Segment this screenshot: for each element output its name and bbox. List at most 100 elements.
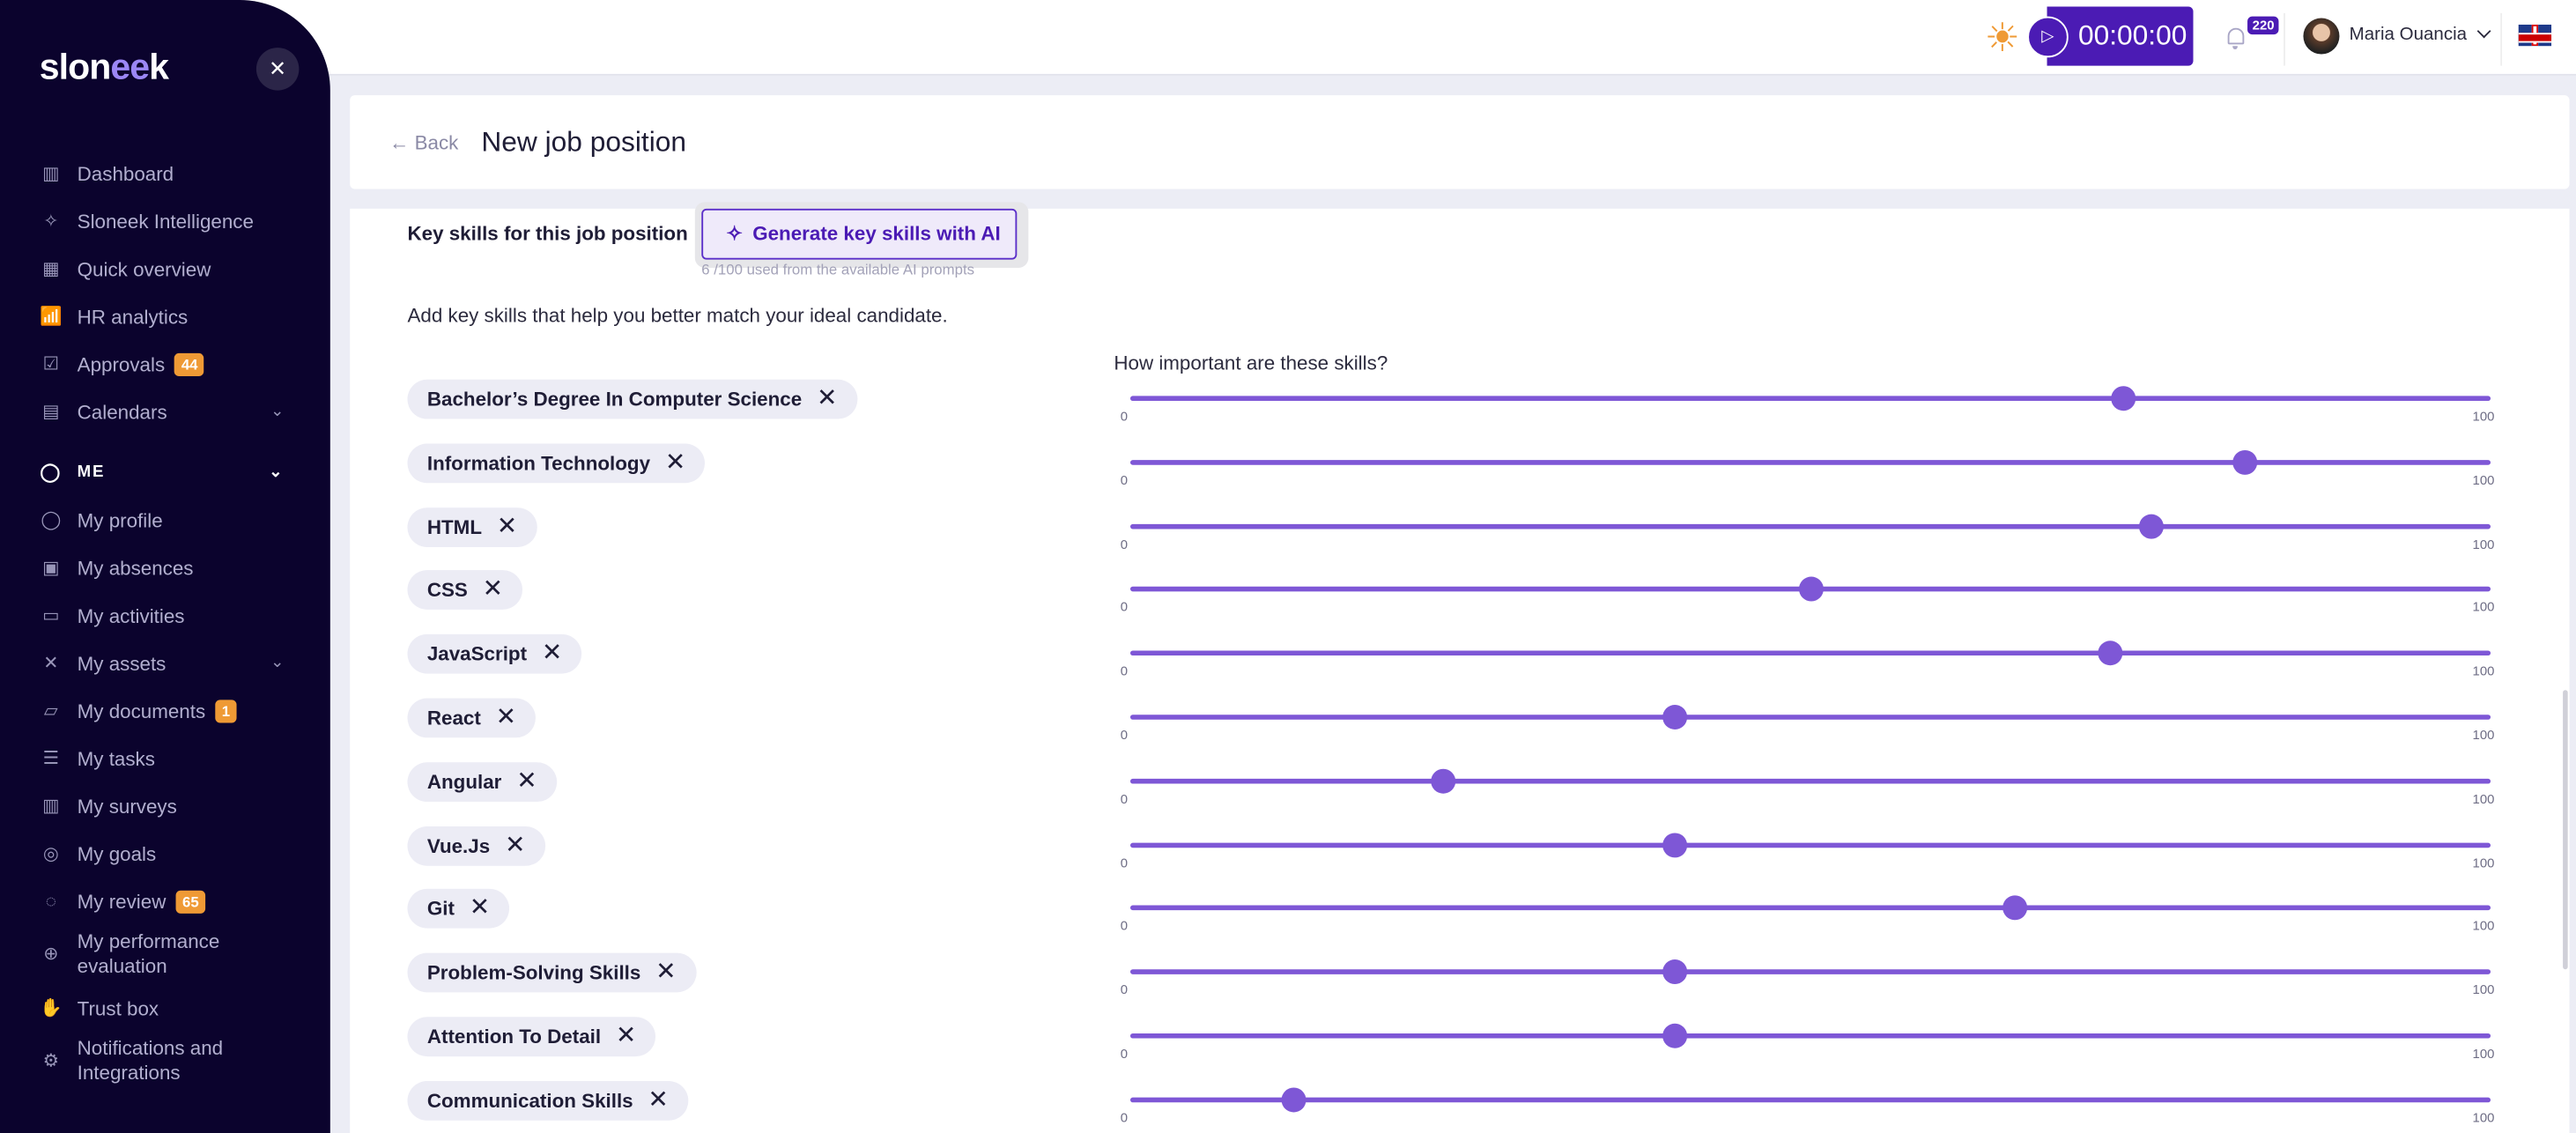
sidebar-item-notifications-and-integrations[interactable]: ⚙ Notifications and Integrations <box>0 1032 330 1091</box>
slider-min: 0 <box>1120 1046 1129 1062</box>
slider-min: 0 <box>1120 791 1129 807</box>
sidebar-item-my-review[interactable]: ◌ My review 65 <box>0 878 330 925</box>
slider-thumb[interactable] <box>1662 1023 1687 1048</box>
generate-skills-button[interactable]: ✧ Generate key skills with AI <box>701 208 1018 260</box>
close-icon[interactable]: ✕ <box>482 575 504 604</box>
play-icon[interactable]: ▷ <box>2027 16 2069 58</box>
slider-thumb[interactable] <box>1431 768 1456 794</box>
close-icon[interactable]: ✕ <box>255 48 300 91</box>
sidebar-item-my-profile[interactable]: ◯ My profile <box>0 496 330 544</box>
page-header: ← Back New job position <box>350 95 2570 189</box>
skill-name: Communication Skills <box>426 1088 633 1113</box>
chevron-down-icon[interactable]: ⌄ <box>269 463 285 482</box>
sidebar-nav: ▥ Dashboard ✧ Sloneek Intelligence ▦ Quick ov… <box>0 150 330 1092</box>
sidebar-item-hr-analytics[interactable]: 📶 HR analytics <box>0 293 330 340</box>
slider-thumb[interactable] <box>2233 449 2259 475</box>
checklist-icon: ☰ <box>42 749 60 769</box>
slider-min: 0 <box>1120 919 1129 934</box>
close-icon[interactable]: ✕ <box>816 384 838 413</box>
close-icon[interactable]: ✕ <box>516 766 537 796</box>
sidebar-item-calendars[interactable]: ▤ Calendars ⌄ <box>0 388 330 435</box>
clipboard-check-icon: ☑ <box>42 354 60 375</box>
close-icon[interactable]: ✕ <box>541 639 563 668</box>
importance-slider[interactable] <box>1129 896 2491 922</box>
slider-thumb[interactable] <box>2097 641 2122 666</box>
slider-thumb[interactable] <box>2002 896 2027 922</box>
slider-max: 100 <box>2472 1110 2495 1126</box>
importance-slider[interactable] <box>1129 386 2491 411</box>
sidebar-item-my-activities[interactable]: ▭ My activities <box>0 591 330 639</box>
close-icon[interactable]: ✕ <box>648 1085 669 1114</box>
close-icon[interactable]: ✕ <box>615 1021 637 1050</box>
slider-thumb[interactable] <box>1281 1087 1307 1113</box>
close-icon[interactable]: ✕ <box>495 703 517 731</box>
importance-slider[interactable] <box>1129 1023 2491 1048</box>
importance-slider[interactable] <box>1129 959 2491 985</box>
close-icon[interactable]: ✕ <box>655 958 677 987</box>
sidebar-item-trust-box[interactable]: ✋ Trust box <box>0 984 330 1032</box>
back-button[interactable]: ← Back <box>389 131 459 155</box>
skill-row: CSS ✕ 0 100 <box>350 570 2569 635</box>
slider-max: 100 <box>2472 855 2495 870</box>
ai-usage-text: 6 /100 used from the available AI prompt… <box>701 261 975 278</box>
slider-thumb[interactable] <box>2111 386 2136 411</box>
sidebar-item-my-performance-evaluation[interactable]: ⊕ My performance evaluation <box>0 925 330 984</box>
sidebar-item-my-goals[interactable]: ◎ My goals <box>0 830 330 878</box>
count-badge: 44 <box>174 352 204 376</box>
skill-chip: Attention To Detail ✕ <box>407 1017 656 1057</box>
slider-thumb[interactable] <box>2138 513 2164 538</box>
skill-row: Communication Skills ✕ 0 100 <box>350 1080 2569 1133</box>
folder-icon: ▱ <box>43 701 58 722</box>
close-icon[interactable]: ✕ <box>496 512 518 540</box>
avatar[interactable] <box>2303 18 2340 55</box>
sidebar-item-sloneek-intelligence[interactable]: ✧ Sloneek Intelligence <box>0 197 330 245</box>
slider-thumb[interactable] <box>1662 832 1687 857</box>
slider-max: 100 <box>2472 537 2495 552</box>
chevron-down-icon[interactable]: ⌄ <box>270 402 285 421</box>
slider-min: 0 <box>1120 537 1129 552</box>
user-name[interactable]: Maria Ouancia <box>2349 24 2468 45</box>
slider-thumb[interactable] <box>1798 577 1823 603</box>
sidebar-item-my-absences[interactable]: ▣ My absences <box>0 544 330 591</box>
skill-name: React <box>426 706 481 729</box>
sidebar-item-approvals[interactable]: ☑ Approvals 44 <box>0 340 330 388</box>
close-icon[interactable]: ✕ <box>504 830 526 859</box>
slider-thumb[interactable] <box>1662 959 1687 985</box>
importance-slider[interactable] <box>1129 768 2491 794</box>
sun-icon[interactable]: ☀ <box>1984 16 2020 61</box>
sidebar-item-quick-overview[interactable]: ▦ Quick overview <box>0 245 330 293</box>
timer[interactable]: 00:00:00 <box>2047 6 2194 66</box>
skill-chip: Angular ✕ <box>407 761 558 802</box>
importance-slider[interactable] <box>1129 449 2491 475</box>
importance-slider[interactable] <box>1129 577 2491 603</box>
sidebar-section-me[interactable]: ◯ ME ⌄ <box>0 448 330 496</box>
chevron-down-icon[interactable] <box>2476 24 2491 39</box>
close-icon[interactable]: ✕ <box>664 448 686 477</box>
bell-icon[interactable] <box>2227 27 2245 49</box>
sidebar-item-my-surveys[interactable]: ▥ My surveys <box>0 782 330 830</box>
sidebar-item-my-documents[interactable]: ▱ My documents 1 <box>0 686 330 734</box>
skill-chip: Information Technology ✕ <box>407 443 706 483</box>
generate-label: Generate key skills with AI <box>752 221 1001 245</box>
chevron-down-icon[interactable]: ⌄ <box>270 654 285 672</box>
chart-icon: ▥ <box>42 796 60 817</box>
layout-icon: ▥ <box>42 164 60 184</box>
skill-row: Git ✕ 0 100 <box>350 889 2569 954</box>
divider <box>2284 12 2285 66</box>
importance-slider[interactable] <box>1129 704 2491 729</box>
uk-flag-icon[interactable] <box>2518 24 2552 47</box>
sidebar-item-my-assets[interactable]: ✕ My assets ⌄ <box>0 639 330 686</box>
skill-chip: CSS ✕ <box>407 570 523 611</box>
sidebar-item-my-tasks[interactable]: ☰ My tasks <box>0 735 330 782</box>
importance-slider[interactable] <box>1129 1087 2491 1113</box>
close-icon[interactable]: ✕ <box>469 894 491 922</box>
importance-slider[interactable] <box>1129 641 2491 666</box>
tools-icon: ✕ <box>43 654 59 674</box>
logo[interactable]: sloneek <box>39 46 169 87</box>
slider-thumb[interactable] <box>1662 704 1687 729</box>
sidebar-item-dashboard[interactable]: ▥ Dashboard <box>0 150 330 197</box>
importance-slider[interactable] <box>1129 513 2491 538</box>
importance-slider[interactable] <box>1129 832 2491 857</box>
skill-name: Git <box>426 897 455 922</box>
scrollbar[interactable] <box>2563 690 2568 970</box>
